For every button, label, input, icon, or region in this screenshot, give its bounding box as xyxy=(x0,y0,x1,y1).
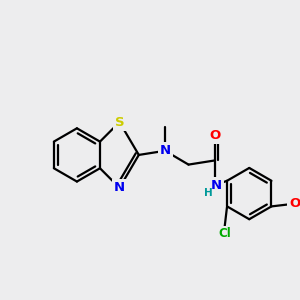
Text: H: H xyxy=(205,188,213,198)
Text: N: N xyxy=(211,179,222,192)
Text: N: N xyxy=(114,181,125,194)
Text: O: O xyxy=(209,129,220,142)
Text: O: O xyxy=(289,197,300,210)
Text: Cl: Cl xyxy=(218,227,231,240)
Text: N: N xyxy=(160,144,171,157)
Text: S: S xyxy=(115,116,124,129)
